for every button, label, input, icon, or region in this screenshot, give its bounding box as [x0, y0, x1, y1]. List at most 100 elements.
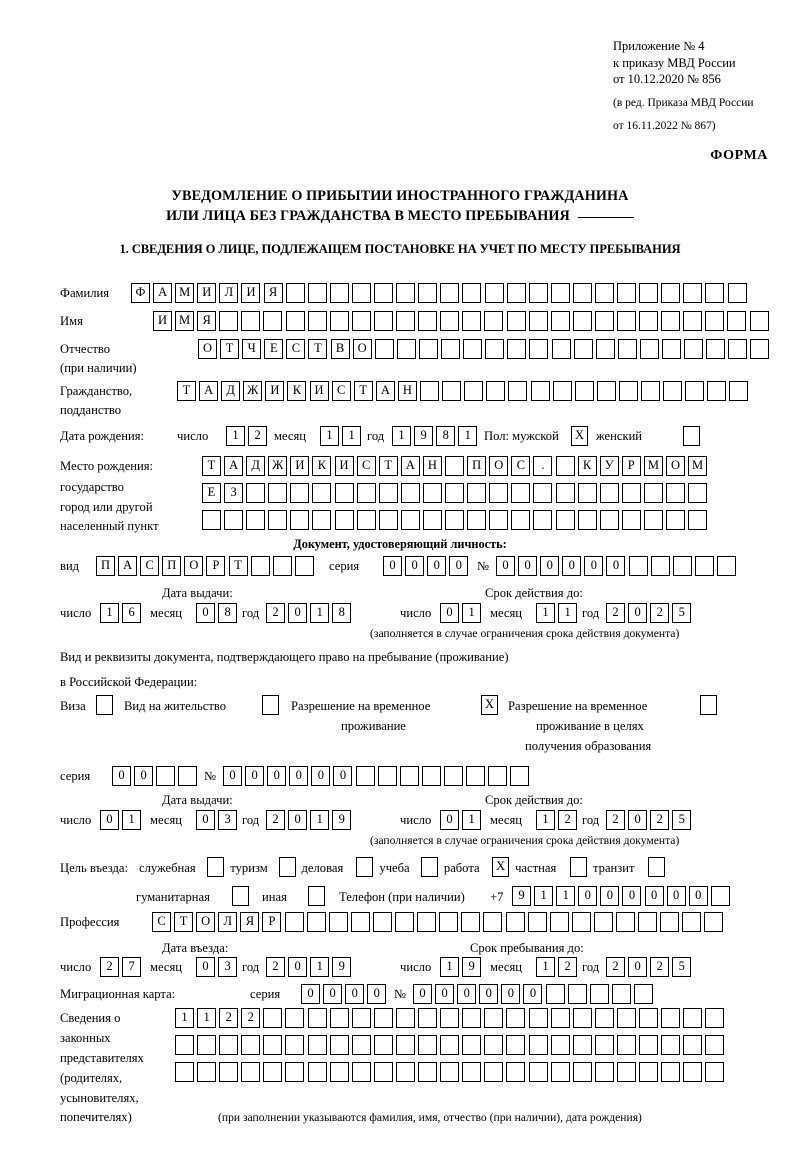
- char-cell[interactable]: 0: [311, 766, 331, 786]
- char-cell[interactable]: Д: [246, 456, 266, 476]
- char-cell[interactable]: [661, 1035, 681, 1055]
- char-cell[interactable]: [528, 1062, 548, 1082]
- char-cell[interactable]: [467, 483, 487, 503]
- char-cell[interactable]: [395, 912, 415, 932]
- char-cell[interactable]: [618, 381, 638, 401]
- char-cell[interactable]: [329, 1062, 349, 1082]
- char-cell[interactable]: 8: [436, 426, 456, 446]
- char-cell[interactable]: 1: [226, 426, 245, 446]
- char-cell[interactable]: [750, 339, 770, 359]
- char-cell[interactable]: [462, 283, 482, 303]
- char-cell[interactable]: [665, 510, 685, 530]
- char-cell[interactable]: [272, 556, 292, 576]
- char-cell[interactable]: [506, 1035, 526, 1055]
- char-cell[interactable]: [528, 283, 548, 303]
- char-cell[interactable]: [484, 1008, 504, 1028]
- char-cell[interactable]: 1: [558, 603, 578, 623]
- char-cell[interactable]: 0: [523, 984, 543, 1004]
- char-cell[interactable]: [418, 339, 438, 359]
- char-cell[interactable]: [682, 912, 702, 932]
- char-cell[interactable]: [372, 912, 392, 932]
- char-cell[interactable]: [373, 1035, 393, 1055]
- char-cell[interactable]: 0: [405, 556, 425, 576]
- char-cell[interactable]: [661, 1062, 681, 1082]
- char-cell[interactable]: [246, 510, 266, 530]
- char-cell[interactable]: [643, 483, 663, 503]
- char-cell[interactable]: 9: [332, 810, 352, 830]
- char-cell[interactable]: [596, 381, 616, 401]
- representatives-row-3-input[interactable]: [175, 1062, 725, 1082]
- char-cell[interactable]: [197, 1035, 217, 1055]
- char-cell[interactable]: [533, 510, 553, 530]
- char-cell[interactable]: [705, 1062, 725, 1082]
- char-cell[interactable]: Т: [177, 381, 196, 401]
- char-cell[interactable]: М: [688, 456, 708, 476]
- char-cell[interactable]: [263, 1062, 283, 1082]
- char-cell[interactable]: [550, 1062, 570, 1082]
- char-cell[interactable]: [466, 766, 486, 786]
- char-cell[interactable]: Т: [228, 556, 248, 576]
- char-cell[interactable]: [241, 311, 261, 331]
- char-cell[interactable]: [467, 510, 487, 530]
- char-cell[interactable]: Т: [220, 339, 240, 359]
- char-cell[interactable]: .: [533, 456, 553, 476]
- char-cell[interactable]: [175, 1062, 194, 1082]
- char-cell[interactable]: [294, 556, 314, 576]
- char-cell[interactable]: 0: [427, 556, 447, 576]
- char-cell[interactable]: [528, 1035, 548, 1055]
- char-cell[interactable]: [650, 556, 670, 576]
- char-cell[interactable]: [506, 1008, 526, 1028]
- char-cell[interactable]: С: [511, 456, 531, 476]
- char-cell[interactable]: [684, 339, 704, 359]
- char-cell[interactable]: [595, 339, 615, 359]
- char-cell[interactable]: 0: [496, 556, 515, 576]
- char-cell[interactable]: [418, 283, 438, 303]
- char-cell[interactable]: [422, 483, 442, 503]
- char-cell[interactable]: [439, 912, 459, 932]
- char-cell[interactable]: [373, 311, 393, 331]
- char-cell[interactable]: [219, 311, 239, 331]
- char-cell[interactable]: [351, 1008, 371, 1028]
- char-cell[interactable]: [593, 912, 613, 932]
- char-cell[interactable]: Р: [621, 456, 641, 476]
- char-cell[interactable]: [485, 339, 505, 359]
- char-cell[interactable]: [683, 283, 703, 303]
- char-cell[interactable]: [621, 510, 641, 530]
- char-cell[interactable]: [506, 311, 526, 331]
- char-cell[interactable]: [241, 1062, 261, 1082]
- char-cell[interactable]: А: [224, 456, 244, 476]
- char-cell[interactable]: 1: [197, 1008, 217, 1028]
- char-cell[interactable]: Т: [353, 381, 373, 401]
- purpose-option-checkbox-работа[interactable]: X: [492, 857, 510, 877]
- char-cell[interactable]: С: [356, 456, 376, 476]
- char-cell[interactable]: [374, 339, 394, 359]
- char-cell[interactable]: [285, 311, 305, 331]
- char-cell[interactable]: [351, 311, 371, 331]
- char-cell[interactable]: [555, 510, 575, 530]
- char-cell[interactable]: И: [197, 283, 217, 303]
- char-cell[interactable]: [400, 510, 420, 530]
- char-cell[interactable]: [551, 339, 571, 359]
- char-cell[interactable]: [672, 556, 692, 576]
- char-cell[interactable]: [716, 556, 736, 576]
- char-cell[interactable]: [395, 1062, 415, 1082]
- residence-permit-checkbox[interactable]: [262, 695, 279, 715]
- char-cell[interactable]: 0: [628, 957, 648, 977]
- char-cell[interactable]: 0: [383, 556, 402, 576]
- char-cell[interactable]: [611, 984, 631, 1004]
- char-cell[interactable]: [307, 283, 327, 303]
- char-cell[interactable]: [533, 483, 553, 503]
- purpose-other-checkbox[interactable]: [308, 886, 325, 906]
